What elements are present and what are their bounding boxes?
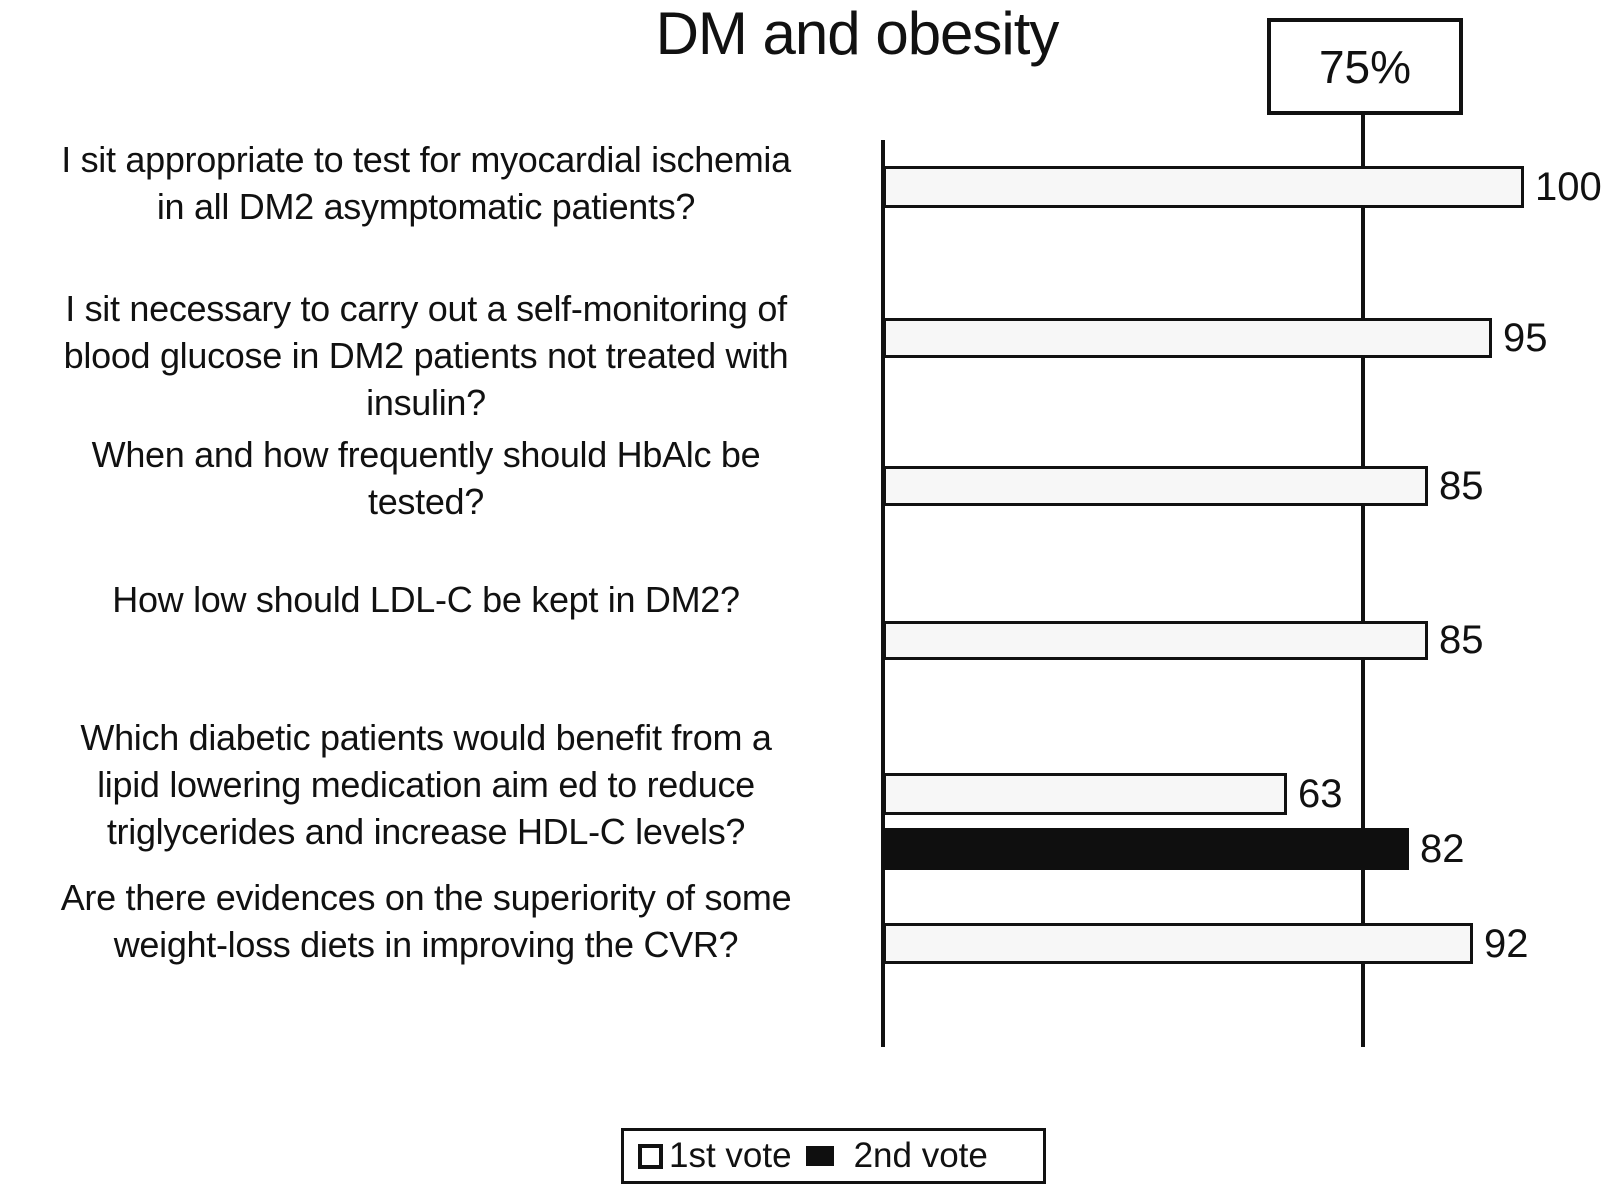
legend-label-1st-vote: 1st vote xyxy=(669,1136,792,1175)
question-line: Are there evidences on the superiority o… xyxy=(60,877,792,918)
value-label: 95 xyxy=(1503,315,1548,360)
bar-q5-2nd-vote xyxy=(883,828,1409,870)
question-line: I sit necessary to carry out a self-moni… xyxy=(65,288,787,329)
question-line: I sit appropriate to test for myocardial… xyxy=(61,139,791,180)
value-label: 92 xyxy=(1484,921,1529,966)
legend-label-2nd-vote: 2nd vote xyxy=(853,1136,988,1175)
question-line: weight-loss diets in improving the CVR? xyxy=(113,924,739,965)
legend: 1st vote 2nd vote xyxy=(621,1128,1046,1184)
bar-q6-1st-vote xyxy=(883,923,1473,964)
question-label-2: I sit necessary to carry out a self-moni… xyxy=(0,285,852,426)
question-label-3: When and how frequently should HbAlc be … xyxy=(0,431,852,525)
bar-q5-1st-vote xyxy=(883,773,1287,815)
question-line: How low should LDL-C be kept in DM2? xyxy=(112,579,740,620)
question-label-4: How low should LDL-C be kept in DM2? xyxy=(0,576,852,623)
reference-value-label: 75% xyxy=(1318,40,1412,93)
reference-line-75 xyxy=(1361,115,1365,1047)
legend-swatch-2nd-vote xyxy=(805,1146,834,1166)
question-line: lipid lowering medication aim ed to redu… xyxy=(97,764,755,805)
question-label-1: I sit appropriate to test for myocardial… xyxy=(0,136,852,230)
value-label: 82 xyxy=(1420,826,1465,871)
value-label: 63 xyxy=(1298,771,1343,816)
question-line: tested? xyxy=(368,481,484,522)
question-line: in all DM2 asymptomatic patients? xyxy=(156,186,696,227)
legend-swatch-1st-vote xyxy=(638,1143,663,1169)
question-line: Which diabetic patients would benefit fr… xyxy=(80,717,772,758)
value-label: 85 xyxy=(1439,463,1484,508)
bar-q4-1st-vote xyxy=(883,621,1428,660)
question-line: triglycerides and increase HDL-C levels? xyxy=(106,811,746,852)
question-label-5: Which diabetic patients would benefit fr… xyxy=(0,714,852,855)
bar-q2-1st-vote xyxy=(883,318,1492,358)
question-line: When and how frequently should HbAlc be xyxy=(91,434,761,475)
category-axis-line xyxy=(881,140,885,1047)
reference-value-box: 75% xyxy=(1267,18,1463,115)
question-line: blood glucose in DM2 patients not treate… xyxy=(63,335,789,376)
bar-q3-1st-vote xyxy=(883,466,1428,506)
value-label: 100 xyxy=(1535,164,1602,209)
value-label: 85 xyxy=(1439,617,1484,662)
question-line: insulin? xyxy=(366,382,486,423)
bar-q1-1st-vote xyxy=(883,166,1524,208)
question-label-6: Are there evidences on the superiority o… xyxy=(0,874,852,968)
chart-title: DM and obesity xyxy=(655,0,1060,67)
